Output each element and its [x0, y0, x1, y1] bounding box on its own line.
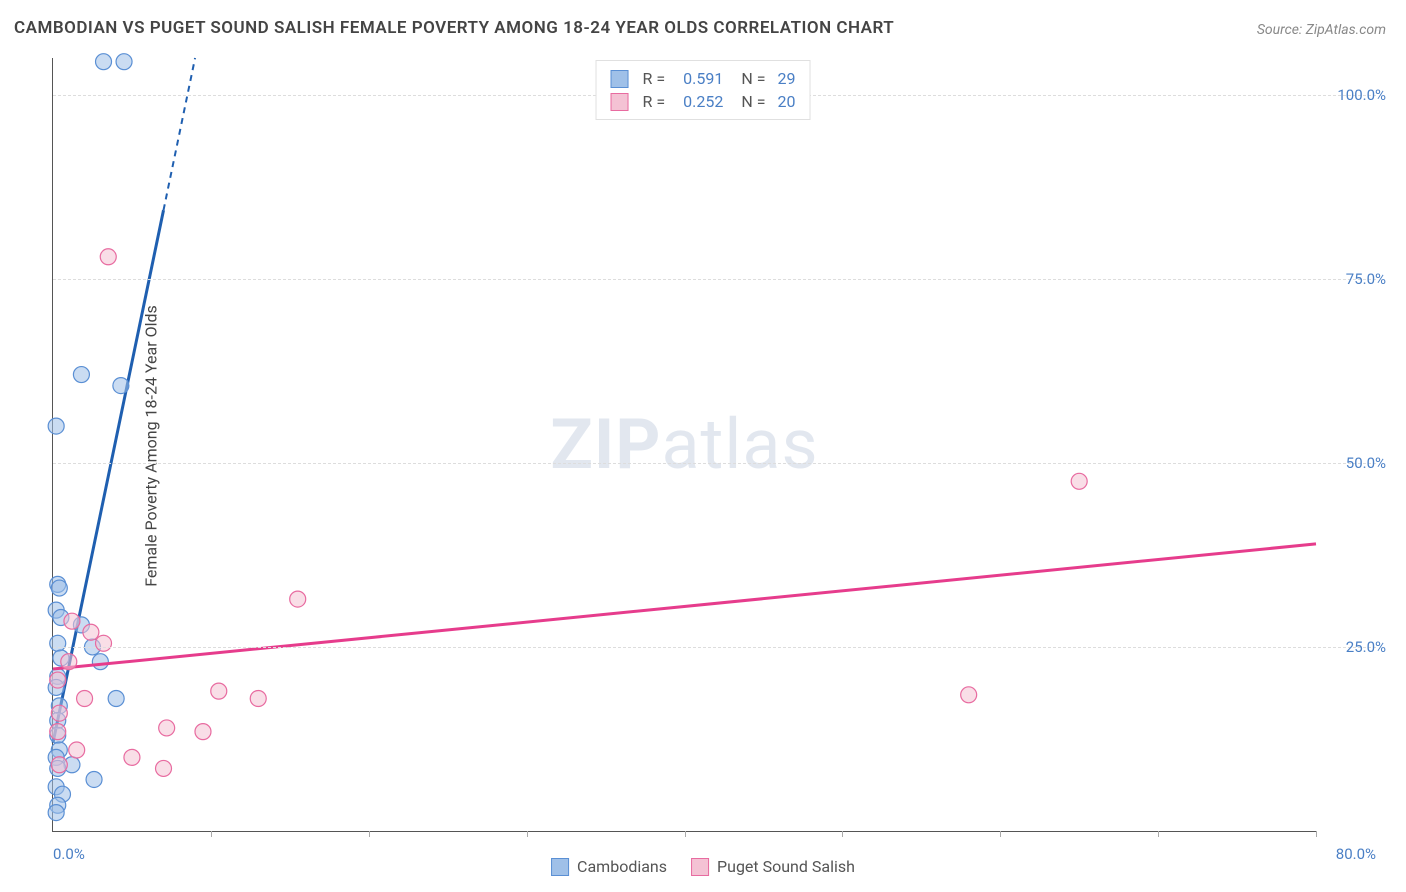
data-point — [83, 624, 99, 640]
data-point — [64, 613, 80, 629]
data-point — [73, 367, 89, 383]
source-attribution: Source: ZipAtlas.com — [1257, 22, 1386, 38]
chart-title: CAMBODIAN VS PUGET SOUND SALISH FEMALE P… — [14, 18, 894, 38]
legend-label-salish: Puget Sound Salish — [717, 857, 855, 876]
r-label: R = — [643, 92, 666, 111]
y-tick-label: 100.0% — [1337, 86, 1386, 104]
x-tick — [842, 831, 843, 837]
data-point — [50, 724, 66, 740]
legend-row-cambodians: R = 0.591 N = 29 — [611, 67, 796, 90]
x-tick — [369, 831, 370, 837]
data-point — [61, 654, 77, 670]
data-point — [51, 705, 67, 721]
data-point — [195, 724, 211, 740]
r-label: R = — [643, 69, 666, 88]
data-point — [100, 249, 116, 265]
n-label: N = — [741, 92, 765, 111]
data-point — [156, 760, 172, 776]
x-tick-label: 80.0% — [1336, 845, 1376, 863]
trend-line-dashed — [164, 58, 196, 210]
data-point — [250, 690, 266, 706]
data-point — [48, 418, 64, 434]
data-point — [77, 690, 93, 706]
data-point — [48, 805, 64, 821]
x-tick — [1158, 831, 1159, 837]
n-value-salish: 20 — [777, 92, 795, 111]
data-point — [50, 635, 66, 651]
legend-series: Cambodians Puget Sound Salish — [551, 857, 855, 876]
data-point — [1071, 473, 1087, 489]
legend-row-salish: R = 0.252 N = 20 — [611, 90, 796, 113]
grid-line — [53, 463, 1376, 464]
x-tick-label: 0.0% — [53, 845, 85, 863]
data-point — [50, 672, 66, 688]
legend-swatch-salish — [611, 93, 629, 111]
data-point — [92, 654, 108, 670]
x-tick — [1316, 831, 1317, 837]
legend-swatch-salish-bottom — [691, 858, 709, 876]
legend-item-salish: Puget Sound Salish — [691, 857, 855, 876]
data-point — [69, 742, 85, 758]
data-point — [51, 757, 67, 773]
data-point — [51, 580, 67, 596]
x-tick — [1000, 831, 1001, 837]
plot-area: ZIPatlas 25.0%50.0%75.0%100.0%0.0%80.0% — [52, 58, 1316, 832]
y-tick-label: 50.0% — [1346, 454, 1386, 472]
data-point — [116, 54, 132, 70]
data-point — [96, 635, 112, 651]
x-tick — [527, 831, 528, 837]
legend-label-cambodians: Cambodians — [577, 857, 667, 876]
r-value-cambodians: 0.591 — [683, 69, 723, 88]
legend-swatch-cambodians — [611, 70, 629, 88]
n-label: N = — [741, 69, 765, 88]
plot-svg — [53, 58, 1316, 831]
chart-container: CAMBODIAN VS PUGET SOUND SALISH FEMALE P… — [0, 0, 1406, 892]
grid-line — [53, 647, 1376, 648]
legend-swatch-cambodians-bottom — [551, 858, 569, 876]
n-value-cambodians: 29 — [777, 69, 795, 88]
data-point — [96, 54, 112, 70]
data-point — [108, 690, 124, 706]
data-point — [211, 683, 227, 699]
data-point — [290, 591, 306, 607]
data-point — [113, 378, 129, 394]
r-value-salish: 0.252 — [683, 92, 723, 111]
x-tick — [211, 831, 212, 837]
data-point — [86, 771, 102, 787]
legend-item-cambodians: Cambodians — [551, 857, 667, 876]
x-tick — [685, 831, 686, 837]
data-point — [159, 720, 175, 736]
trend-line — [53, 544, 1316, 669]
y-tick-label: 25.0% — [1346, 638, 1386, 656]
grid-line — [53, 279, 1376, 280]
data-point — [124, 749, 140, 765]
legend-correlation: R = 0.591 N = 29 R = 0.252 N = 20 — [596, 60, 811, 120]
y-tick-label: 75.0% — [1346, 270, 1386, 288]
data-point — [961, 687, 977, 703]
